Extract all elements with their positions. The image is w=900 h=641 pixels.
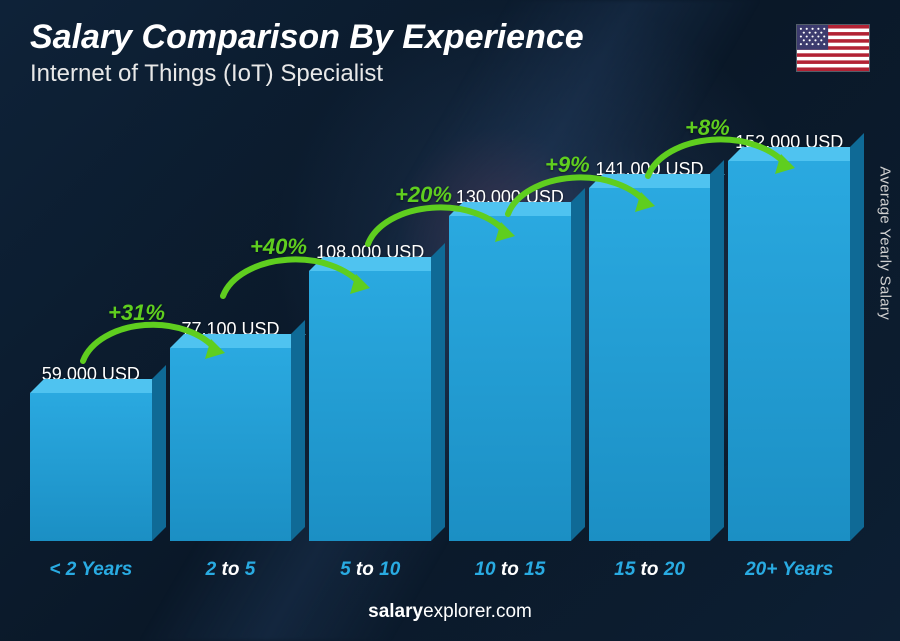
bar-front-face — [589, 188, 711, 541]
arc-path — [508, 177, 647, 214]
xaxis-label: 10 to 15 — [449, 559, 571, 581]
bar-front-face — [170, 348, 292, 541]
bar-slot: 59,000 USD — [30, 364, 152, 541]
yaxis-label: Average Yearly Salary — [877, 166, 894, 320]
increase-label: +40% — [250, 234, 307, 260]
xaxis-label: < 2 Years — [30, 559, 152, 581]
xaxis: < 2 Years 2 to 5 5 to 10 10 to 15 15 to 20 20… — [30, 559, 850, 581]
arc-path — [83, 325, 217, 361]
arc-path — [223, 259, 362, 296]
arc-path — [648, 139, 787, 176]
attribution: salaryexplorer.com — [0, 601, 900, 623]
bar-side-face — [291, 320, 305, 541]
xaxis-label: 2 to 5 — [170, 559, 292, 581]
increase-label: +8% — [685, 115, 730, 141]
increase-label: +20% — [395, 182, 452, 208]
bar-slot: 152,000 USD — [728, 132, 850, 541]
bar — [589, 188, 711, 541]
increase-label: +31% — [108, 300, 165, 326]
bar-side-face — [571, 188, 585, 541]
bar-side-face — [850, 133, 864, 541]
bar — [728, 161, 850, 541]
chart-subtitle: Internet of Things (IoT) Specialist — [30, 60, 383, 88]
bar-front-face — [449, 216, 571, 541]
attribution-rest: explorer.com — [423, 601, 532, 622]
attribution-bold: salary — [368, 601, 423, 622]
bar — [170, 348, 292, 541]
bar-side-face — [152, 365, 166, 541]
xaxis-label: 5 to 10 — [309, 559, 431, 581]
bar — [449, 216, 571, 541]
infographic-container: Salary Comparison By Experience Internet… — [0, 0, 900, 641]
bar-front-face — [728, 161, 850, 541]
bar-side-face — [431, 243, 445, 541]
bar-top-face — [30, 379, 166, 393]
xaxis-label: 15 to 20 — [589, 559, 711, 581]
bar-front-face — [309, 271, 431, 541]
increase-label: +9% — [545, 152, 590, 178]
arc-path — [368, 207, 507, 244]
bar-front-face — [30, 393, 152, 541]
bar — [30, 393, 152, 541]
xaxis-label: 20+ Years — [728, 559, 850, 581]
bar — [309, 271, 431, 541]
flag-icon — [796, 24, 870, 72]
chart-title: Salary Comparison By Experience — [30, 18, 584, 57]
bar-side-face — [710, 160, 724, 541]
